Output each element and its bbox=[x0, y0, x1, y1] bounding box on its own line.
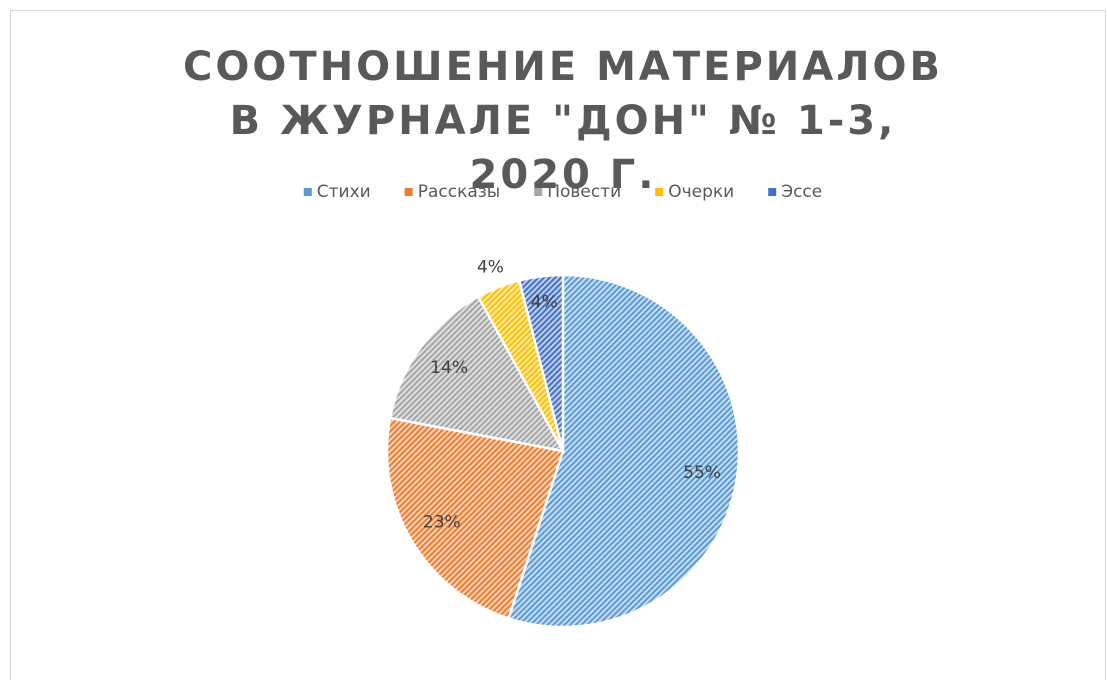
chart-title: СООТНОШЕНИЕ МАТЕРИАЛОВ В ЖУРНАЛЕ "ДОН" №… bbox=[183, 44, 943, 198]
legend-swatch bbox=[655, 188, 664, 196]
data-label: 23% bbox=[423, 513, 461, 533]
legend-swatch bbox=[404, 188, 413, 196]
data-label: 14% bbox=[430, 358, 468, 378]
data-label: 4% bbox=[477, 258, 504, 278]
pie-slice bbox=[385, 416, 565, 620]
legend-swatch bbox=[534, 188, 543, 196]
legend-label: Очерки bbox=[668, 182, 734, 202]
legend-label: Рассказы bbox=[418, 182, 501, 202]
legend-label: Эссе bbox=[781, 182, 822, 202]
pie-slice bbox=[388, 295, 566, 453]
legend-label: Стихи bbox=[317, 182, 371, 202]
pie-slice bbox=[517, 273, 565, 452]
legend-swatch bbox=[303, 188, 312, 196]
legend: Стихи Рассказы Повести Очерки Эссе bbox=[303, 182, 822, 202]
data-label: 4% bbox=[531, 293, 558, 313]
legend-swatch bbox=[768, 188, 777, 196]
chart-border bbox=[10, 10, 1106, 680]
pie-slice bbox=[507, 273, 741, 629]
legend-label: Повести bbox=[547, 182, 621, 202]
data-label: 55% bbox=[683, 463, 721, 483]
